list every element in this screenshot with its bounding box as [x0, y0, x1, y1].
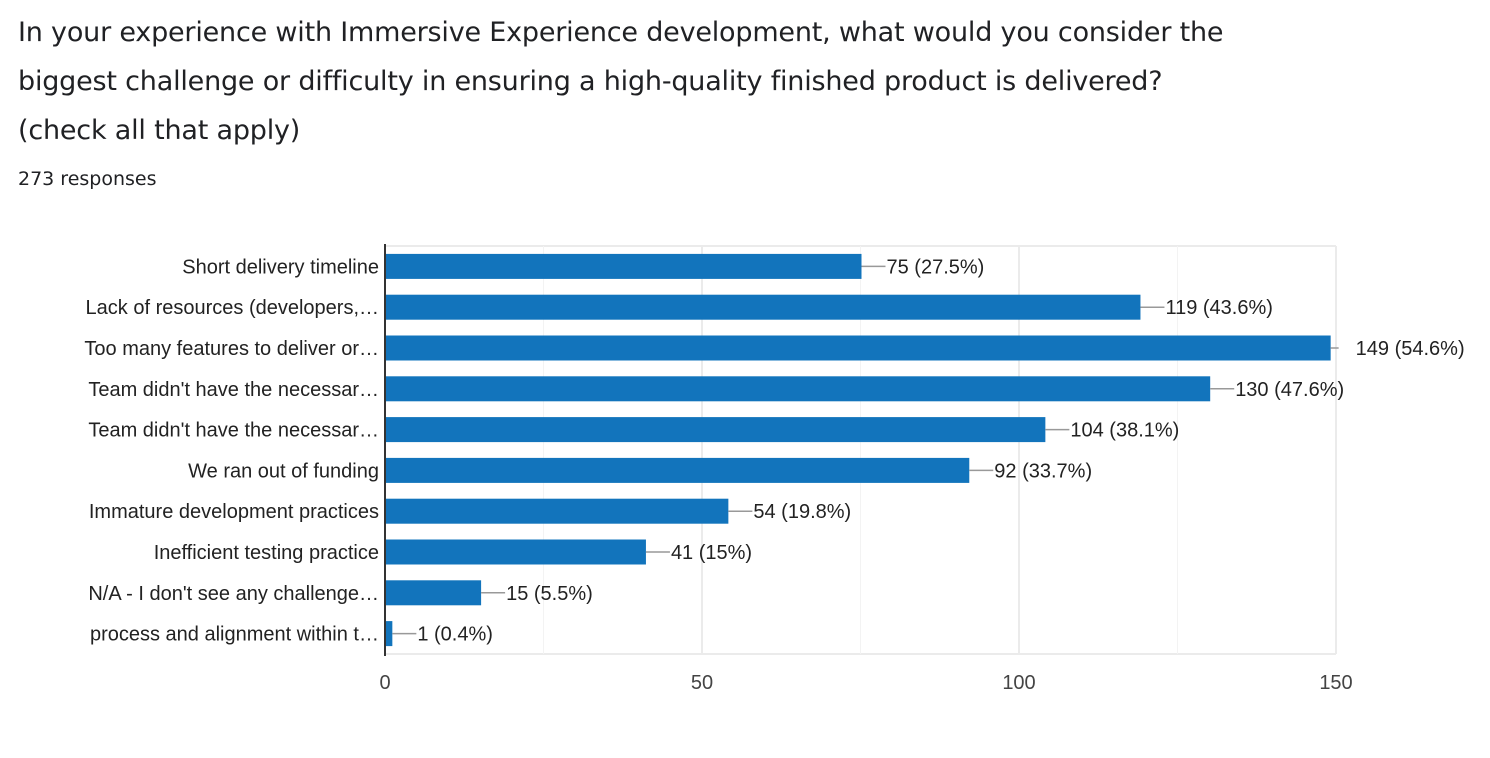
category-label: We ran out of funding [188, 460, 379, 482]
data-label: 1 (0.4%) [417, 624, 493, 646]
x-tick-label: 0 [379, 672, 390, 694]
bar [386, 253, 862, 279]
category-label: Immature development practices [89, 501, 379, 523]
category-label: Short delivery timeline [182, 256, 379, 278]
x-tick-label: 150 [1319, 672, 1352, 694]
bar [386, 539, 646, 565]
data-label: 92 (33.7%) [994, 460, 1092, 482]
bar [386, 498, 729, 524]
bar [386, 294, 1141, 320]
data-label: 54 (19.8%) [753, 501, 851, 523]
bar [386, 457, 970, 483]
data-label: 15 (5.5%) [506, 583, 593, 605]
data-label: 149 (54.6%) [1356, 338, 1465, 360]
x-tick-label: 100 [1002, 672, 1035, 694]
category-label: Inefficient testing practice [154, 542, 379, 564]
question-title-line: biggest challenge or difficulty in ensur… [18, 66, 1163, 97]
category-label: process and alignment within t… [90, 624, 379, 646]
bar [386, 376, 1211, 402]
data-label: 130 (47.6%) [1235, 379, 1344, 401]
bar [386, 417, 1046, 443]
data-label: 75 (27.5%) [887, 256, 985, 278]
data-label: 41 (15%) [671, 542, 752, 564]
data-label: 119 (43.6%) [1165, 297, 1272, 319]
bar [386, 580, 482, 606]
category-label: Team didn't have the necessar… [88, 379, 379, 401]
data-label: 104 (38.1%) [1070, 420, 1179, 442]
response-count: 273 responses [18, 168, 157, 190]
category-label: N/A - I don't see any challenge… [88, 583, 379, 605]
question-title-line: In your experience with Immersive Experi… [18, 17, 1224, 48]
category-label: Lack of resources (developers,… [86, 297, 379, 319]
bar [386, 335, 1331, 361]
category-label: Team didn't have the necessar… [88, 420, 379, 442]
category-label: Too many features to deliver or… [84, 338, 379, 360]
bar [386, 621, 393, 647]
question-title: In your experience with Immersive Experi… [18, 8, 1458, 155]
question-title-line: (check all that apply) [18, 115, 301, 146]
x-tick-label: 50 [691, 672, 713, 694]
